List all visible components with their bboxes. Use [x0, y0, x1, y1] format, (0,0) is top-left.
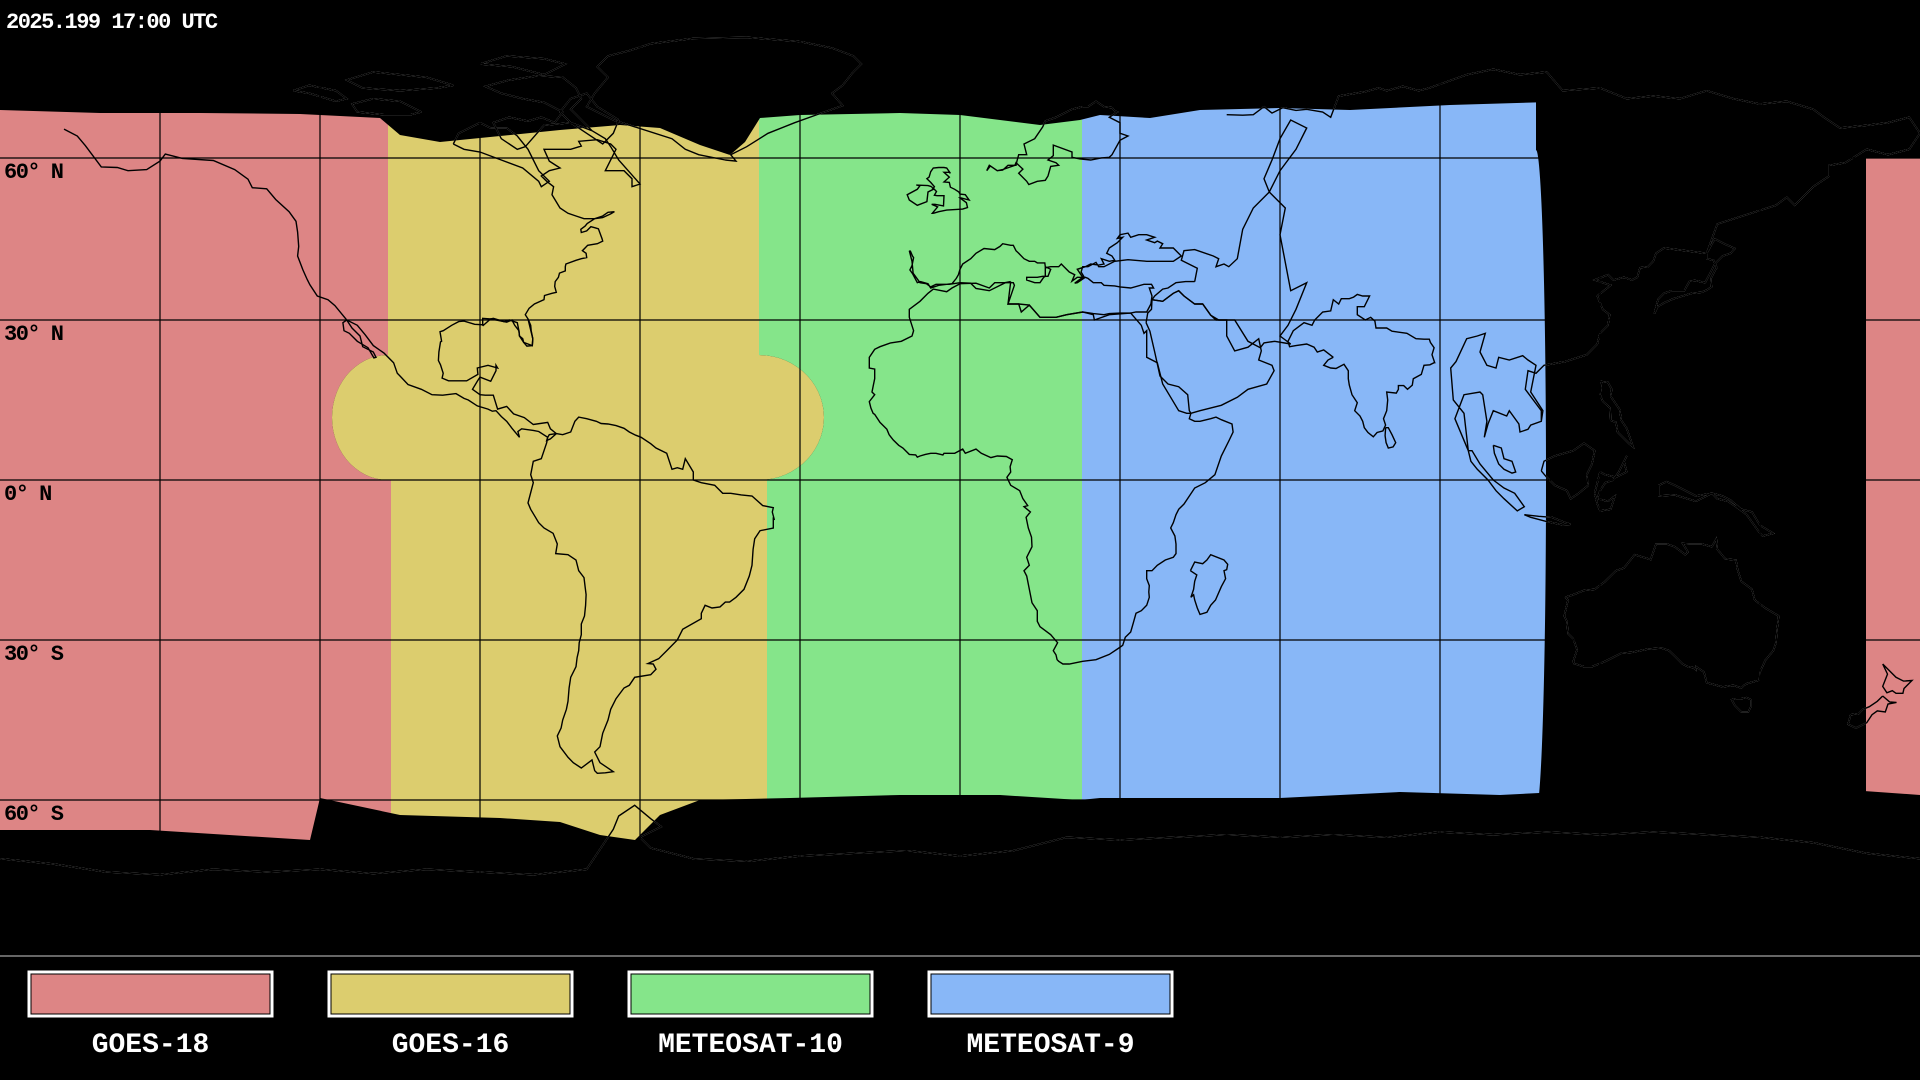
svg-text:GOES-16: GOES-16: [392, 1030, 510, 1061]
svg-text:60° S: 60° S: [4, 802, 64, 827]
svg-text:60° N: 60° N: [4, 160, 63, 185]
svg-text:30° N: 30° N: [4, 322, 63, 347]
svg-text:GOES-18: GOES-18: [92, 1030, 210, 1061]
svg-text:METEOSAT-10: METEOSAT-10: [658, 1030, 843, 1061]
svg-text:2025.199 17:00 UTC: 2025.199 17:00 UTC: [6, 10, 218, 35]
svg-text:0° N: 0° N: [4, 482, 51, 507]
svg-text:30° S: 30° S: [4, 642, 64, 667]
svg-text:METEOSAT-9: METEOSAT-9: [966, 1030, 1134, 1061]
